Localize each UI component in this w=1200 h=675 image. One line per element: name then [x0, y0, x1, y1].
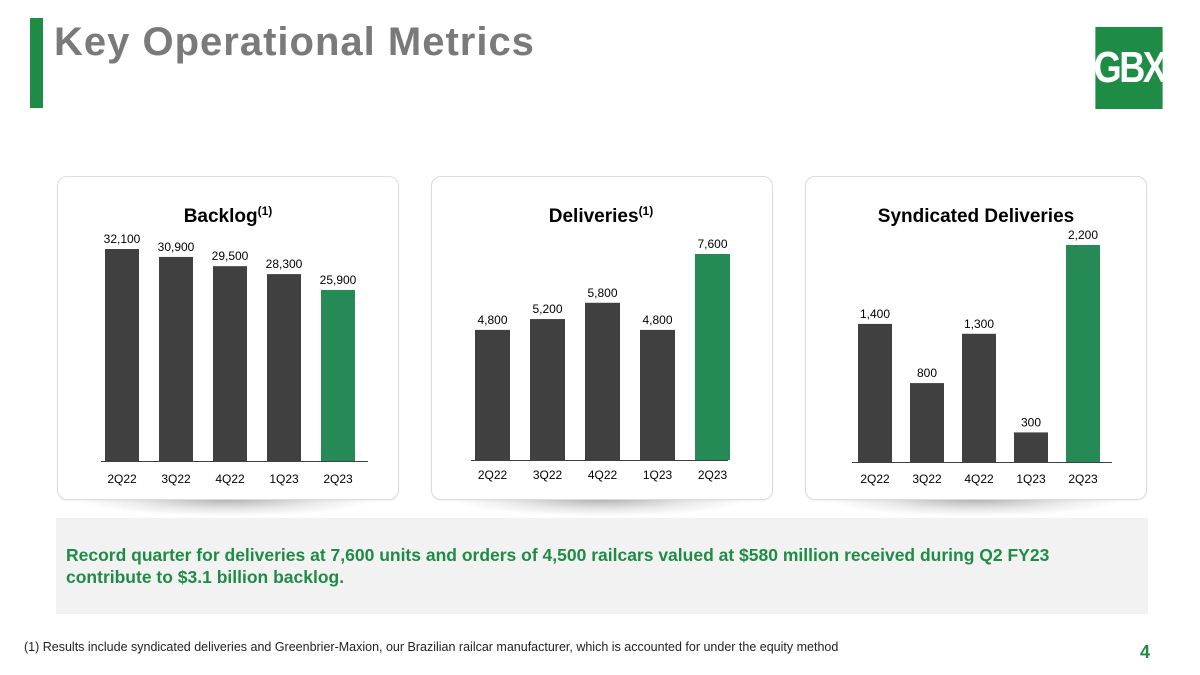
- page-number: 4: [1140, 642, 1151, 662]
- data-label-1q23: 28,300: [266, 257, 303, 271]
- x-tick-label-2q22: 2Q22: [860, 472, 890, 486]
- bar-4q22: [962, 333, 996, 462]
- backlog-panel-shadow: [82, 500, 372, 516]
- chart-title: Deliveries(1): [549, 204, 653, 227]
- backlog-chart-panel: Backlog(1) 32,100 2Q22 30,900 3Q22 29,500 4Q22…: [57, 176, 399, 500]
- x-tick-label-1q23: 1Q23: [643, 468, 673, 482]
- deliveries-panel-shadow: [456, 500, 746, 516]
- gbx-logo: GBX: [1094, 27, 1167, 109]
- bar-2q23: [1066, 245, 1100, 462]
- data-label-2q23: 25,900: [320, 273, 357, 287]
- x-tick-label-1q23: 1Q23: [269, 472, 299, 486]
- bar-3q22: [530, 319, 565, 460]
- data-label-1q23: 300: [1021, 415, 1041, 429]
- bar-2q22: [475, 329, 510, 460]
- bar-2q23: [695, 254, 730, 460]
- x-tick-label-3q22: 3Q22: [161, 472, 191, 486]
- data-label-4q22: 1,300: [964, 317, 994, 331]
- bar-1q23: [267, 274, 301, 461]
- data-label-1q23: 4,800: [642, 313, 672, 327]
- deliveries-chart-panel: Deliveries(1) 4,800 2Q22 5,200 3Q22 5,800 4Q22…: [431, 176, 773, 500]
- title-accent-bar: [30, 18, 43, 108]
- chart-title: Backlog(1): [184, 204, 273, 227]
- bar-2q23: [321, 289, 355, 461]
- callout-box: Record quarter for deliveries at 7,600 u…: [56, 518, 1148, 614]
- x-tick-label-2q22: 2Q22: [478, 468, 508, 482]
- bar-2q22: [105, 249, 139, 461]
- footnote: (1) Results include syndicated deliverie…: [24, 640, 839, 654]
- data-label-4q22: 5,800: [587, 286, 617, 300]
- bar-2q22: [858, 323, 892, 462]
- backlog-chart: Backlog(1) 32,100 2Q22 30,900 3Q22 29,500 4Q22…: [101, 204, 368, 486]
- bar-3q22: [159, 256, 193, 461]
- syndicated-deliveries-chart: Syndicated Deliveries 1,400 2Q22 800 3Q22 1,3…: [852, 206, 1112, 486]
- x-tick-label-2q23: 2Q23: [323, 472, 353, 486]
- chart-title: Syndicated Deliveries: [878, 206, 1074, 227]
- bar-4q22: [213, 266, 247, 461]
- data-label-3q22: 5,200: [532, 302, 562, 316]
- data-label-3q22: 800: [917, 366, 937, 380]
- x-tick-label-4q22: 4Q22: [964, 472, 994, 486]
- chart-title-superscript: (1): [639, 204, 654, 218]
- x-tick-label-2q22: 2Q22: [107, 472, 137, 486]
- data-label-2q22: 4,800: [477, 313, 507, 327]
- data-label-2q23: 7,600: [697, 237, 727, 251]
- data-label-2q23: 2,200: [1068, 228, 1098, 242]
- syndicated-deliveries-chart-panel: Syndicated Deliveries 1,400 2Q22 800 3Q22 1,3…: [805, 176, 1147, 500]
- x-tick-label-2q23: 2Q23: [1068, 472, 1098, 486]
- x-tick-label-3q22: 3Q22: [912, 472, 942, 486]
- x-tick-label-4q22: 4Q22: [215, 472, 245, 486]
- bar-3q22: [910, 383, 944, 462]
- bar-1q23: [1014, 432, 1048, 462]
- data-label-2q22: 32,100: [104, 232, 141, 246]
- chart-title-superscript: (1): [258, 204, 273, 218]
- deliveries-chart: Deliveries(1) 4,800 2Q22 5,200 3Q22 5,800 4Q22…: [471, 204, 730, 482]
- bar-4q22: [585, 302, 620, 460]
- bar-1q23: [640, 329, 675, 460]
- x-tick-label-4q22: 4Q22: [588, 468, 618, 482]
- x-tick-label-2q23: 2Q23: [698, 468, 728, 482]
- callout-text: Record quarter for deliveries at 7,600 u…: [66, 545, 1050, 587]
- page-title: Key Operational Metrics: [54, 20, 535, 64]
- data-label-2q22: 1,400: [860, 307, 890, 321]
- data-label-4q22: 29,500: [212, 249, 249, 263]
- x-tick-label-1q23: 1Q23: [1016, 472, 1046, 486]
- data-label-3q22: 30,900: [158, 240, 195, 254]
- syndicated-panel-shadow: [830, 500, 1120, 516]
- x-tick-label-3q22: 3Q22: [533, 468, 563, 482]
